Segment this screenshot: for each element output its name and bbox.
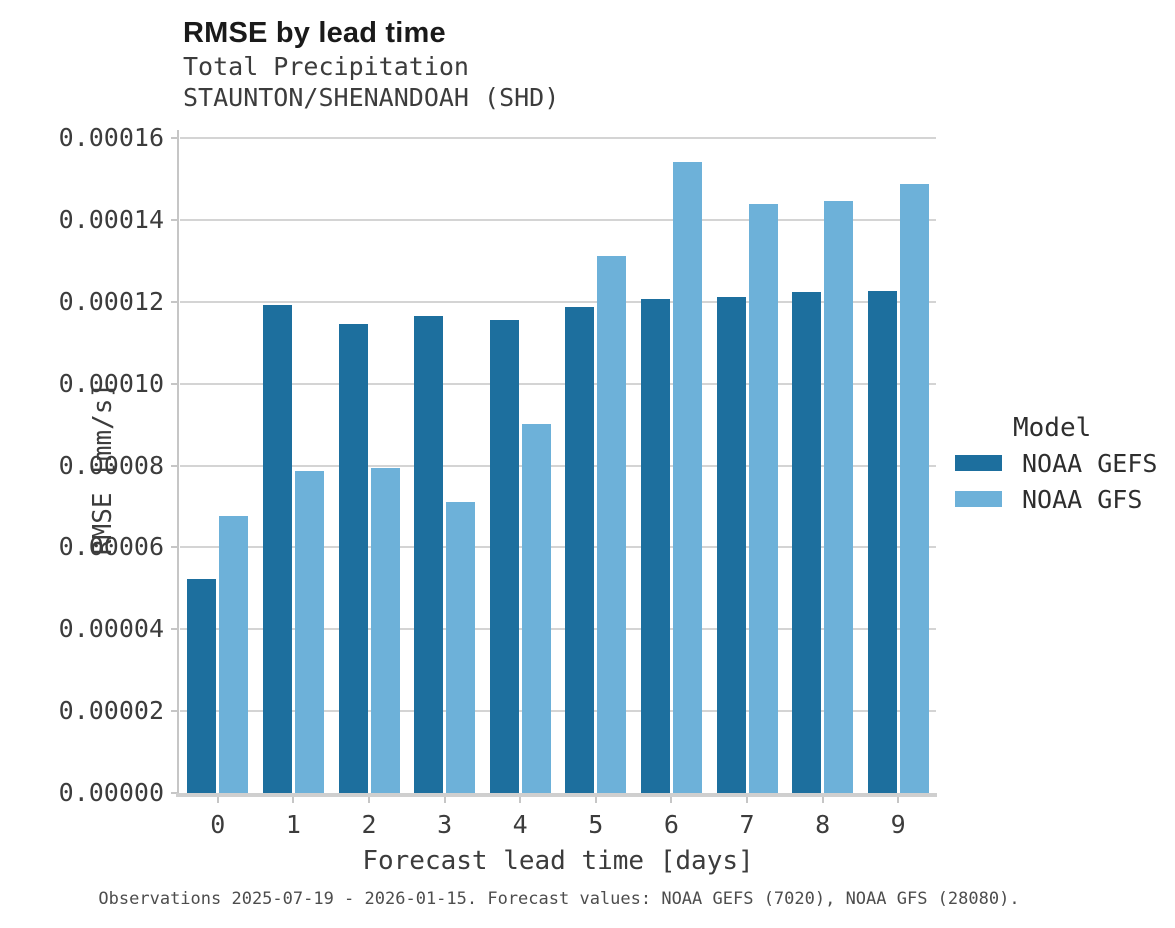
x-tick-label-0: 0	[210, 810, 226, 839]
bar-noaa-gfs-lead-0	[219, 515, 249, 793]
x-tick-label-6: 6	[663, 810, 679, 839]
x-axis-spine	[176, 793, 937, 797]
x-tick-mark	[519, 797, 522, 803]
chart-subtitle-station: STAUNTON/SHENANDOAH (SHD)	[183, 83, 560, 112]
gridline-0.00014	[180, 218, 936, 221]
bar-noaa-gfs-lead-6	[672, 162, 702, 793]
x-tick-mark	[594, 797, 597, 803]
legend-title: Model	[1013, 413, 1092, 443]
legend-label: NOAA GEFS	[1022, 449, 1158, 478]
gridline-0.00002	[180, 710, 936, 713]
x-tick-mark	[443, 797, 446, 803]
chart-title: RMSE by lead time	[183, 17, 446, 49]
x-tick-mark	[670, 797, 673, 803]
x-tick-label-7: 7	[739, 810, 755, 839]
y-tick-mark	[171, 792, 179, 794]
y-tick-mark	[171, 218, 179, 221]
bar-noaa-gefs-lead-3	[414, 315, 444, 793]
bar-noaa-gfs-lead-7	[748, 204, 778, 793]
y-tick-label-0.00010: 0.00010	[58, 368, 164, 398]
bar-noaa-gfs-lead-8	[824, 201, 854, 793]
x-tick-label-4: 4	[512, 810, 528, 839]
x-tick-label-1: 1	[285, 810, 301, 839]
y-tick-mark	[171, 628, 179, 631]
bar-noaa-gfs-lead-1	[294, 471, 324, 793]
chart-subtitle-variable: Total Precipitation	[183, 52, 469, 81]
x-axis-label: Forecast lead time [days]	[362, 846, 754, 876]
bar-noaa-gfs-lead-9	[899, 184, 929, 793]
y-tick-label-0.00016: 0.00016	[58, 123, 164, 152]
x-tick-mark	[292, 797, 295, 803]
y-tick-label-0.00000: 0.00000	[58, 778, 164, 807]
bar-noaa-gfs-lead-5	[597, 255, 627, 793]
gridline-0.00006	[180, 546, 936, 549]
y-tick-mark	[171, 300, 179, 303]
legend-label: NOAA GFS	[1022, 485, 1143, 514]
x-tick-label-5: 5	[588, 810, 604, 839]
bar-noaa-gefs-lead-8	[792, 292, 822, 793]
gridline-0.00016	[180, 137, 936, 139]
x-tick-mark	[746, 797, 748, 803]
bar-noaa-gefs-lead-7	[716, 297, 746, 793]
y-tick-mark	[171, 546, 179, 549]
legend-swatch-noaa-gfs	[955, 491, 1002, 507]
bar-noaa-gefs-lead-6	[640, 299, 670, 793]
x-tick-mark	[368, 797, 370, 803]
x-tick-mark	[216, 797, 219, 803]
caption-observations: Observations 2025-07-19 - 2026-01-15. Fo…	[98, 889, 1020, 909]
bar-noaa-gefs-lead-5	[565, 306, 595, 793]
gridline-0.00004	[180, 628, 936, 631]
gridline-0.00008	[180, 464, 936, 467]
y-tick-label-0.00014: 0.00014	[58, 204, 164, 234]
bar-noaa-gfs-lead-4	[521, 424, 551, 793]
x-tick-label-8: 8	[815, 810, 831, 839]
y-axis-spine	[177, 130, 179, 797]
y-tick-label-0.00012: 0.00012	[58, 286, 164, 316]
x-tick-label-2: 2	[361, 810, 377, 839]
x-tick-label-9: 9	[890, 810, 906, 839]
y-tick-mark	[171, 710, 179, 713]
bar-noaa-gefs-lead-4	[489, 320, 519, 793]
y-tick-label-0.00002: 0.00002	[58, 696, 164, 726]
x-tick-label-3: 3	[437, 810, 453, 839]
y-tick-mark	[171, 137, 179, 139]
gridline-0.00010	[180, 382, 936, 385]
bar-noaa-gefs-lead-0	[187, 579, 217, 793]
y-tick-mark	[171, 464, 179, 467]
bar-noaa-gefs-lead-2	[338, 323, 368, 793]
bar-noaa-gfs-lead-2	[370, 467, 400, 793]
legend-swatch-noaa-gefs	[955, 455, 1002, 471]
x-tick-mark	[897, 797, 900, 803]
bar-noaa-gefs-lead-9	[867, 291, 897, 793]
y-tick-mark	[171, 382, 179, 385]
x-tick-mark	[821, 797, 824, 803]
y-tick-label-0.00008: 0.00008	[58, 450, 164, 480]
y-tick-label-0.00004: 0.00004	[58, 614, 164, 644]
y-tick-label-0.00006: 0.00006	[58, 532, 164, 562]
bar-noaa-gfs-lead-3	[446, 501, 476, 793]
bar-noaa-gefs-lead-1	[262, 305, 292, 793]
gridline-0.00012	[180, 300, 936, 303]
